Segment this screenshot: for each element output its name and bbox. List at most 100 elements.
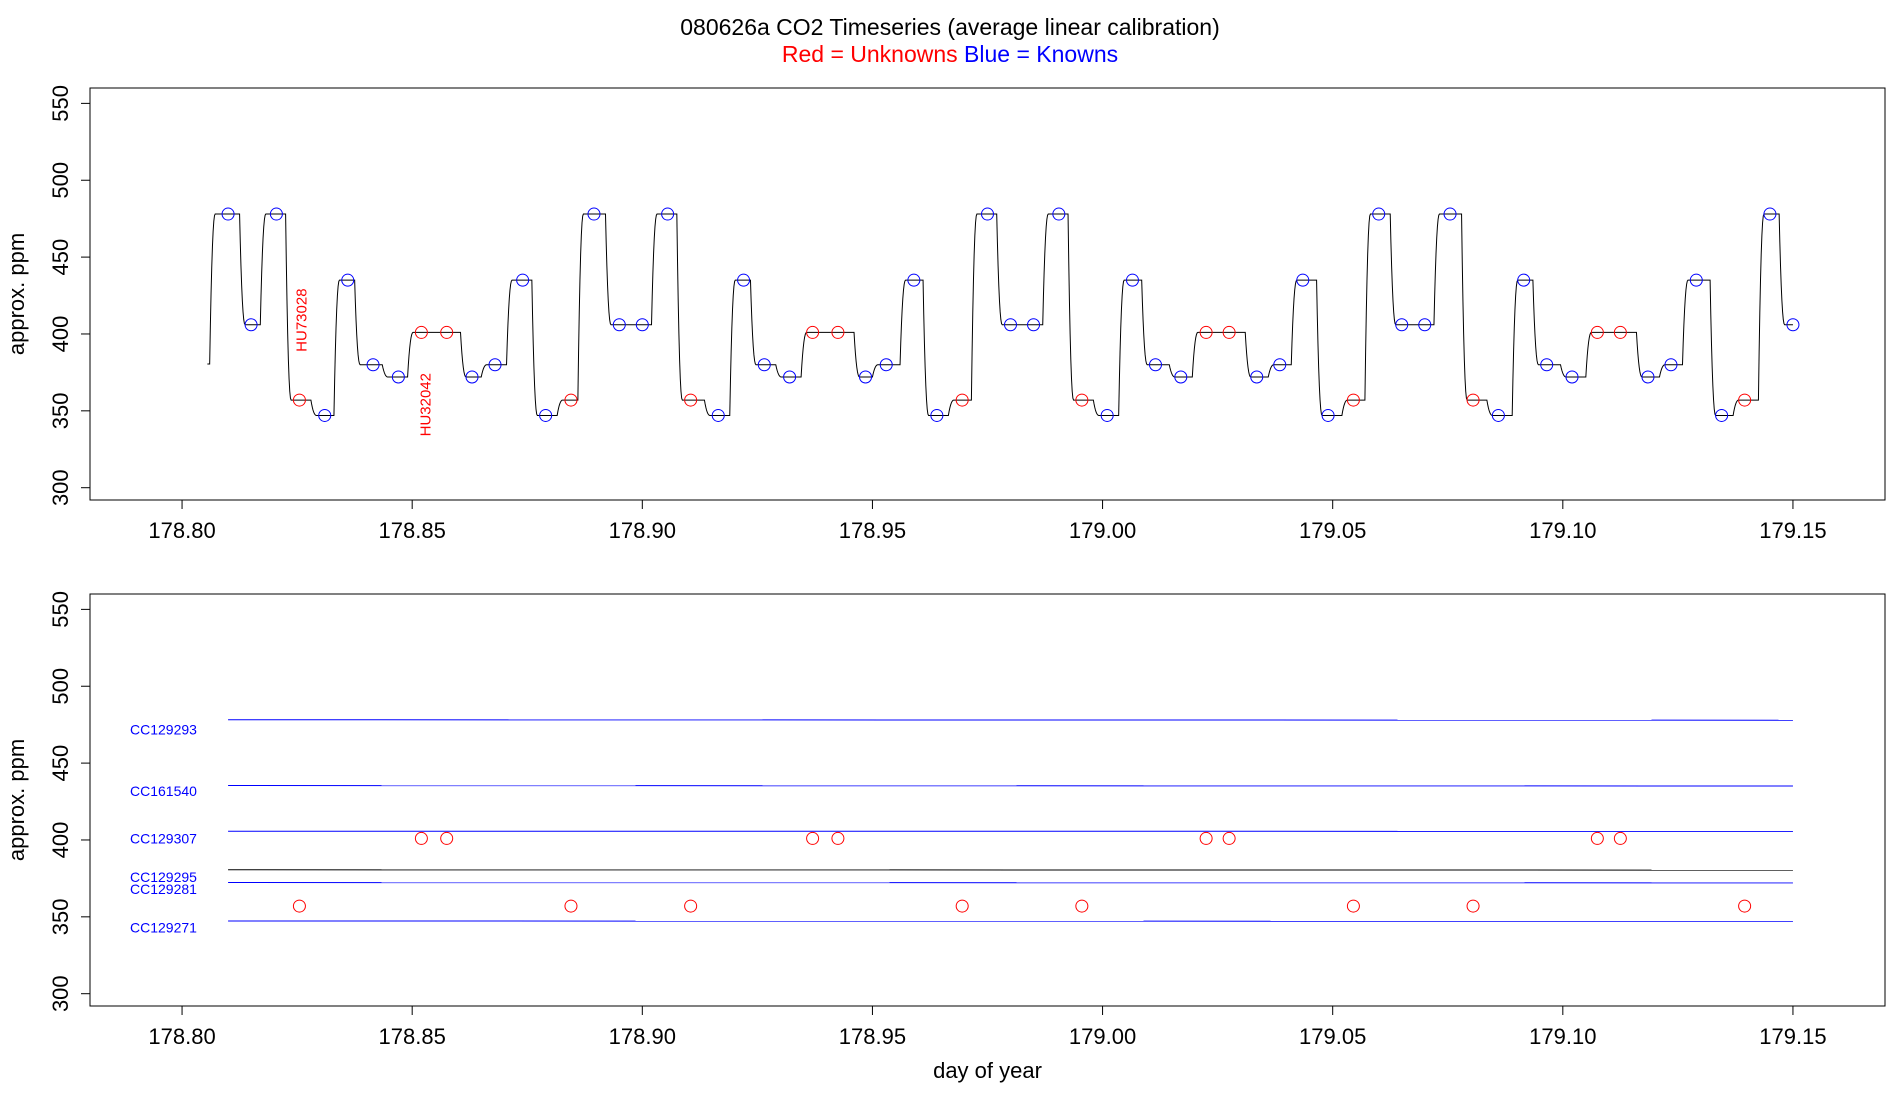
bottom-x-tick-label: 178.85 (379, 1024, 446, 1049)
known-point (1418, 318, 1432, 332)
bottom-y-tick-label: 400 (48, 822, 73, 859)
unknown-point (1199, 325, 1213, 339)
known-point (930, 408, 944, 422)
bottom-y-tick-label: 500 (48, 668, 73, 705)
unknown-point (806, 325, 820, 339)
unknown-point (955, 393, 969, 407)
unknown-point (1346, 899, 1360, 913)
known-point (465, 370, 479, 384)
top-x-tick-label: 178.90 (609, 518, 676, 543)
known-point (318, 408, 332, 422)
known-point (1027, 318, 1041, 332)
known-point (244, 318, 258, 332)
known-point (1715, 408, 1729, 422)
known-point (907, 273, 921, 287)
known-point (1148, 358, 1162, 372)
top-x-tick-label: 179.15 (1759, 518, 1826, 543)
known-point (1641, 370, 1655, 384)
bottom-x-tick-label: 178.95 (839, 1024, 906, 1049)
standard-label: CC129307 (130, 830, 197, 846)
known-point (366, 358, 380, 372)
known-point (1174, 370, 1188, 384)
legend-blue-label: Blue = Knowns (964, 41, 1119, 67)
bottom-y-tick-label: 300 (48, 975, 73, 1012)
known-point (1296, 273, 1310, 287)
known-point (1372, 207, 1386, 221)
top-x-tick-label: 178.85 (379, 518, 446, 543)
known-point (1763, 207, 1777, 221)
top-x-tick-label: 179.10 (1529, 518, 1596, 543)
unknown-point (1222, 831, 1236, 845)
bottom-x-tick-label: 179.05 (1299, 1024, 1366, 1049)
known-point (612, 318, 626, 332)
known-point (661, 207, 675, 221)
known-point (1517, 273, 1531, 287)
known-point (341, 273, 355, 287)
unknown-point (1075, 899, 1089, 913)
known-point (1664, 358, 1678, 372)
top-y-tick-label: 350 (48, 392, 73, 429)
unknown-point (1590, 831, 1604, 845)
known-point (783, 370, 797, 384)
known-point (1321, 408, 1335, 422)
unknown-point (564, 899, 578, 913)
bottom-x-tick-label: 178.80 (148, 1024, 215, 1049)
top-plot-frame (89, 87, 1886, 501)
unknown-point (1613, 325, 1627, 339)
known-point (221, 207, 235, 221)
bottom-plot-panel: 178.80 178.85 178.90 178.95 179.00 179.05 179.… (4, 591, 1886, 1083)
unknown-point (684, 393, 698, 407)
known-point (488, 358, 502, 372)
unknown-point (684, 899, 698, 913)
top-x-tick-label: 179.05 (1299, 518, 1366, 543)
known-point (879, 358, 893, 372)
known-point (981, 207, 994, 221)
known-point (1250, 370, 1264, 384)
known-point (1491, 408, 1505, 422)
unknown-point (1466, 393, 1480, 407)
sample-annotation: HU32042 (418, 373, 435, 436)
top-plot-panel: 178.80 178.85 178.90 178.95 179.00 179.05 179.… (4, 85, 1886, 543)
bottom-y-tick-label: 350 (48, 898, 73, 935)
top-x-tick-label: 179.00 (1069, 518, 1136, 543)
standard-label: CC129293 (130, 721, 197, 737)
known-point (635, 318, 649, 332)
bottom-y-tick-label: 550 (48, 591, 73, 628)
standard-label: CC129295 (130, 869, 197, 885)
known-point (1689, 273, 1703, 287)
bottom-x-tick-label: 178.90 (609, 1024, 676, 1049)
known-point (859, 370, 873, 384)
unknown-point (1346, 393, 1360, 407)
unknown-point (564, 393, 578, 407)
top-y-tick-label: 300 (48, 469, 73, 506)
bottom-x-tick-label: 179.15 (1759, 1024, 1826, 1049)
top-x-tick-label: 178.95 (839, 518, 906, 543)
known-point (516, 273, 530, 287)
bottom-x-tick-label: 179.10 (1529, 1024, 1596, 1049)
unknown-point (1590, 325, 1604, 339)
unknown-point (1199, 831, 1213, 845)
known-point (1565, 370, 1579, 384)
standard-label: CC161540 (130, 783, 197, 799)
known-point (587, 207, 601, 221)
unknown-point (292, 899, 306, 913)
unknown-point (1075, 393, 1089, 407)
top-y-tick-label: 450 (48, 239, 73, 276)
unknown-point (1466, 899, 1480, 913)
known-point (711, 408, 725, 422)
bottom-y-tick-label: 450 (48, 745, 73, 782)
known-point (539, 408, 553, 422)
unknown-point (1222, 325, 1236, 339)
known-point (1395, 318, 1409, 332)
bottom-x-tick-label: 179.00 (1069, 1024, 1136, 1049)
known-point (1443, 207, 1457, 221)
known-point (1786, 318, 1800, 332)
standard-label: CC129281 (130, 881, 197, 897)
sample-annotation: HU73028 (293, 288, 310, 351)
known-point (757, 358, 771, 372)
unknown-point (831, 325, 845, 339)
unknown-point (292, 393, 306, 407)
known-point (1125, 273, 1139, 287)
top-trace-line (207, 213, 1793, 416)
known-point (1052, 207, 1066, 221)
